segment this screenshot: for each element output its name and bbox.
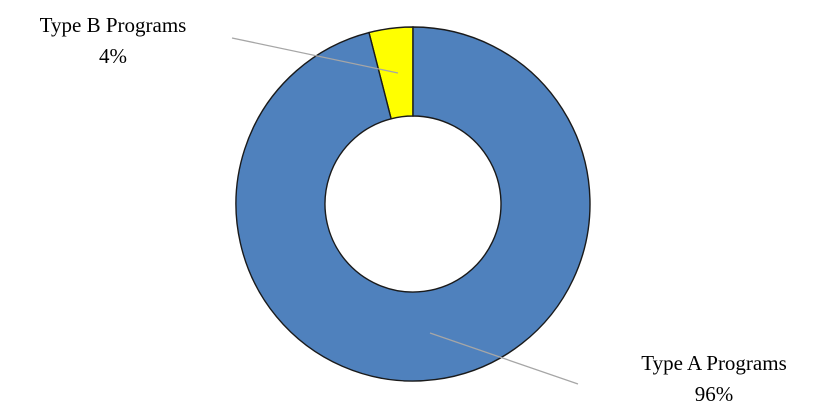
label-type-a-name: Type A Programs: [641, 351, 787, 375]
leader-line-type-b: [231, 37, 399, 74]
label-type-b-name: Type B Programs: [40, 13, 187, 37]
slice-type-a-programs: [235, 26, 591, 382]
label-type-a-value: 96%: [695, 382, 734, 406]
label-type-b-value: 4%: [99, 44, 127, 68]
leader-line-type-a: [429, 332, 579, 385]
donut-slices: [235, 26, 591, 382]
